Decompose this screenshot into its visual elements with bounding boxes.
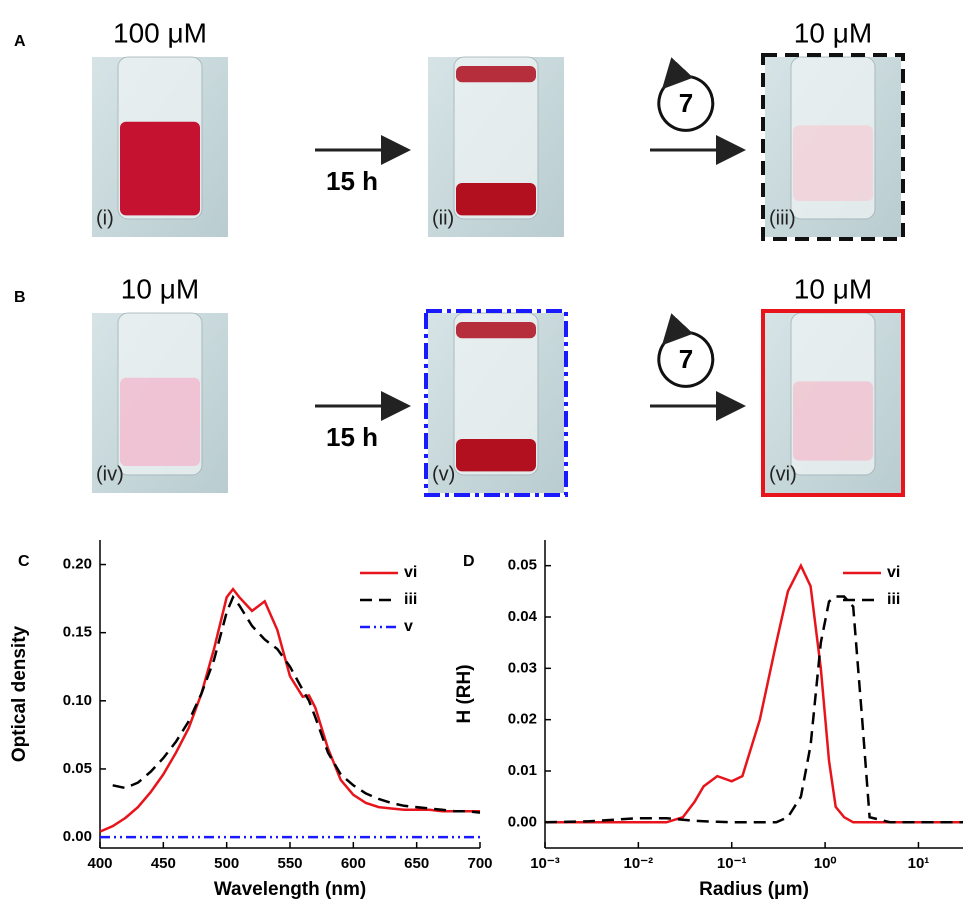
x-tick-label: 700 (467, 855, 492, 872)
liquid (793, 125, 873, 201)
y-tick-label: 0.20 (63, 555, 92, 572)
liquid (120, 121, 200, 216)
concentration: 10 μM (794, 273, 872, 304)
arrow-label: 15 h (326, 166, 378, 196)
frame (424, 309, 568, 497)
legend-label: v (404, 618, 413, 635)
liquid (120, 377, 200, 466)
y-tick-label: 0.00 (508, 813, 537, 830)
row-label: A (14, 33, 26, 50)
x-tick-label: 10¹ (908, 855, 930, 872)
panel-label: D (463, 553, 475, 570)
x-tick-label: 10⁻³ (530, 855, 560, 872)
photo-label: (ii) (432, 207, 454, 229)
y-tick-label: 0.10 (63, 692, 92, 709)
legend-label: vi (404, 564, 417, 581)
liquid (456, 322, 536, 339)
x-tick-label: 500 (214, 855, 239, 872)
y-axis-title: H (RH) (454, 664, 475, 723)
x-axis-title: Wavelength (nm) (214, 879, 366, 900)
photo-label: (v) (432, 463, 455, 485)
row-label: B (14, 289, 26, 306)
x-tick-label: 600 (341, 855, 366, 872)
legend-label: iii (404, 591, 417, 608)
frame (761, 309, 905, 497)
photo-label: (vi) (769, 463, 797, 485)
x-tick-label: 400 (87, 855, 112, 872)
series-line (545, 562, 963, 824)
series-line (99, 587, 480, 833)
legend-label: iii (887, 591, 900, 608)
y-tick-label: 0.05 (508, 557, 537, 574)
arrow-label: 15 h (326, 422, 378, 452)
sediment (456, 183, 536, 216)
cycle-count: 7 (679, 88, 693, 118)
y-tick-label: 0.04 (508, 608, 538, 625)
y-tick-label: 0.01 (508, 762, 537, 779)
x-tick-label: 10⁻¹ (717, 855, 747, 872)
photo-label: (iv) (96, 463, 124, 485)
photo-label: (iii) (769, 207, 796, 229)
concentration: 10 μM (121, 273, 199, 304)
photo-label: (i) (96, 207, 114, 229)
frame (761, 53, 905, 241)
tube (453, 56, 539, 220)
cycle-arrow (657, 313, 715, 388)
x-tick-label: 10⁻² (624, 855, 654, 872)
y-tick-label: 0.15 (63, 624, 92, 641)
legend-label: vi (887, 564, 900, 581)
series-line (544, 595, 963, 824)
y-tick-label: 0.02 (508, 711, 537, 728)
concentration: 10 μM (794, 17, 872, 48)
liquid (456, 66, 536, 83)
x-tick-label: 650 (404, 855, 429, 872)
y-tick-label: 0.00 (63, 828, 92, 845)
x-tick-label: 550 (277, 855, 302, 872)
y-tick-label: 0.03 (508, 659, 537, 676)
x-axis-title: Radius (μm) (699, 879, 809, 900)
x-tick-label: 450 (151, 855, 176, 872)
series-line (112, 594, 481, 814)
y-tick-label: 0.05 (63, 760, 92, 777)
concentration: 100 μM (113, 17, 207, 48)
cycle-arrow (657, 57, 715, 132)
y-axis-title: Optical density (9, 625, 30, 762)
liquid (793, 381, 873, 461)
panel-label: C (18, 553, 30, 570)
x-tick-label: 10⁰ (814, 855, 837, 872)
cycle-count: 7 (679, 344, 693, 374)
sediment (456, 439, 536, 472)
